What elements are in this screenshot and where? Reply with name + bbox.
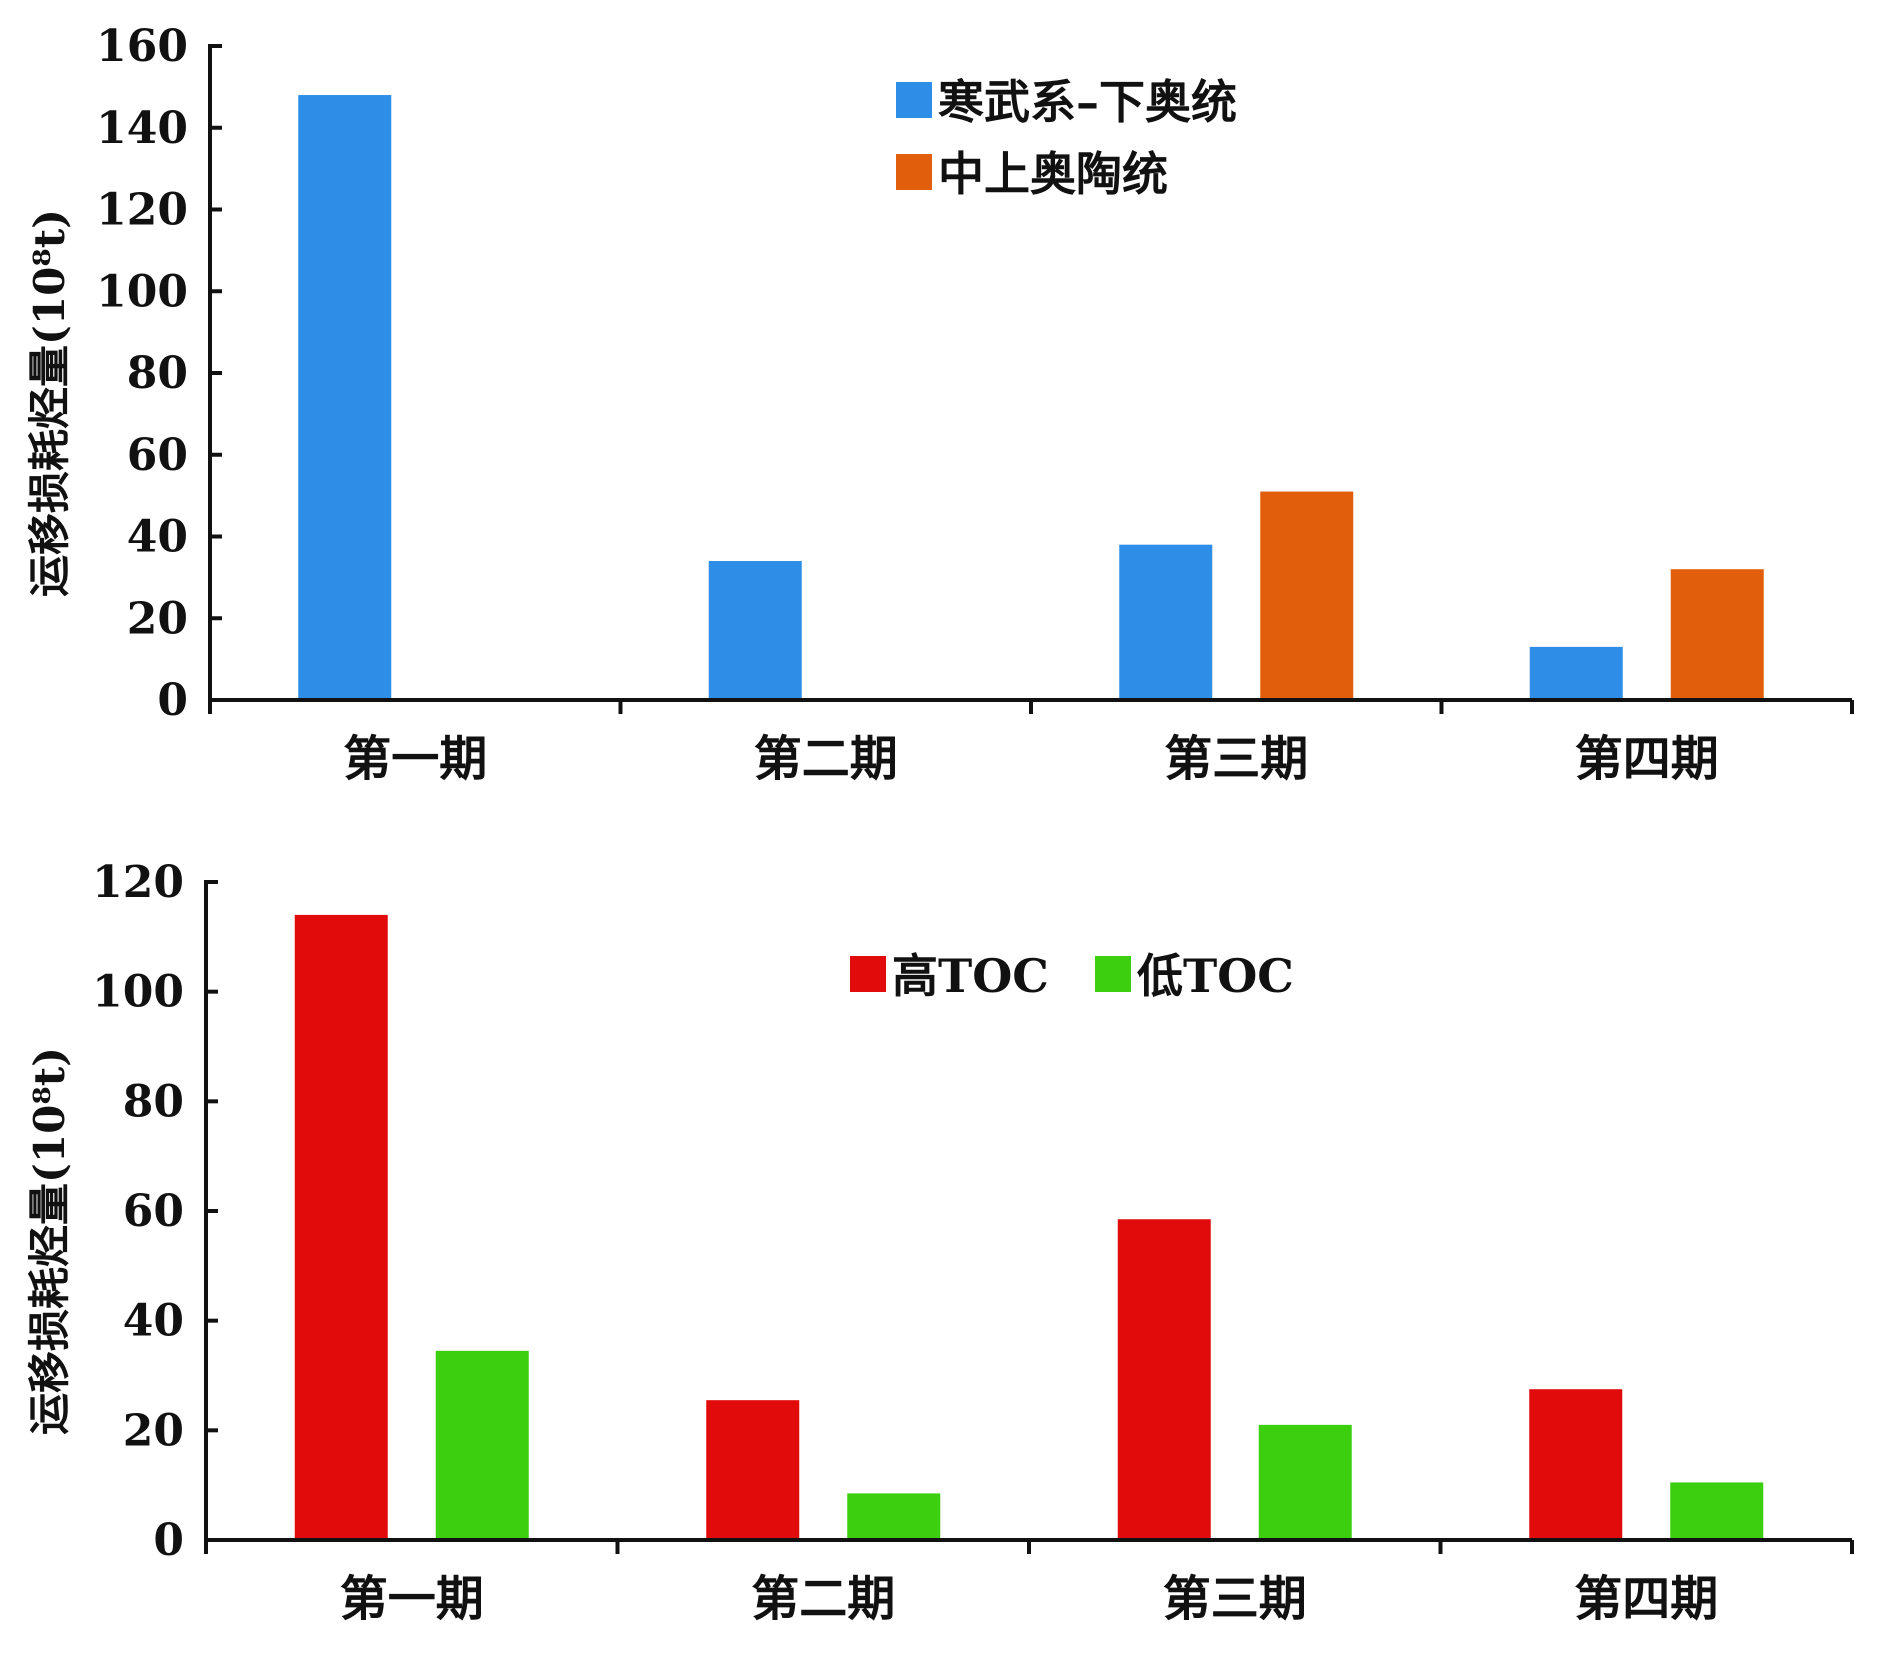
legend-label: 寒武系–下奥统 <box>938 75 1237 129</box>
y-tick-label: 20 <box>127 593 188 644</box>
bar <box>294 914 388 1538</box>
bar <box>1119 544 1213 698</box>
x-category-label: 第三期 <box>1164 731 1308 787</box>
y-tick-label: 0 <box>157 675 188 726</box>
legend-swatch <box>1095 956 1131 992</box>
chart-1: 0 20 40 60 80 100 120 140 160 第一期 第二期 第三期 第四期 寒武系–下奥统… <box>25 21 1854 787</box>
bar <box>435 1350 529 1538</box>
y-axis-label: 运移损耗烃量(10⁸t) <box>25 209 74 597</box>
bar <box>708 561 802 698</box>
y-tick-label: 60 <box>127 430 188 481</box>
x-category-label: 第二期 <box>754 731 898 787</box>
x-category-label: 第四期 <box>1574 1571 1718 1627</box>
x-category-label: 第一期 <box>343 731 487 787</box>
legend-swatch <box>896 82 932 118</box>
chart-2: 0 20 40 60 80 100 120 第一期 第二期 第三期 第四期 高TOC 低TOC 运移损耗烃… <box>25 857 1854 1627</box>
y-tick-label: 120 <box>96 185 188 236</box>
y-tick-label: 40 <box>127 512 188 563</box>
x-category-label: 第二期 <box>751 1571 895 1627</box>
x-category-label: 第四期 <box>1575 731 1719 787</box>
y-tick-label: 40 <box>123 1296 184 1347</box>
y-tick-label: 160 <box>96 21 188 72</box>
bar <box>1258 1424 1352 1538</box>
x-category-label: 第一期 <box>340 1571 484 1627</box>
bar <box>298 95 392 699</box>
y-tick-label: 20 <box>123 1405 184 1456</box>
bar <box>1529 646 1623 698</box>
y-tick-label: 0 <box>153 1515 184 1566</box>
y-tick-label: 60 <box>123 1186 184 1237</box>
bar <box>847 1493 941 1538</box>
x-category-label: 第三期 <box>1163 1571 1307 1627</box>
legend-label: 低TOC <box>1137 949 1294 1003</box>
y-tick-label: 120 <box>92 857 184 908</box>
y-tick-label: 100 <box>92 967 184 1018</box>
y-tick-label: 80 <box>123 1076 184 1127</box>
y-axis-label: 运移损耗烃量(10⁸t) <box>25 1047 74 1435</box>
legend-label: 高TOC <box>892 949 1049 1003</box>
y-tick-label: 100 <box>96 266 188 317</box>
bar <box>1529 1389 1623 1538</box>
bar <box>1260 491 1354 698</box>
bar <box>1670 1482 1764 1538</box>
y-tick-label: 80 <box>127 348 188 399</box>
legend-label: 中上奥陶统 <box>938 147 1168 201</box>
legend-swatch <box>896 154 932 190</box>
legend-swatch <box>850 956 886 992</box>
bar <box>1670 569 1764 698</box>
bar <box>1117 1219 1211 1538</box>
bar <box>706 1400 800 1538</box>
y-tick-label: 140 <box>96 103 188 154</box>
